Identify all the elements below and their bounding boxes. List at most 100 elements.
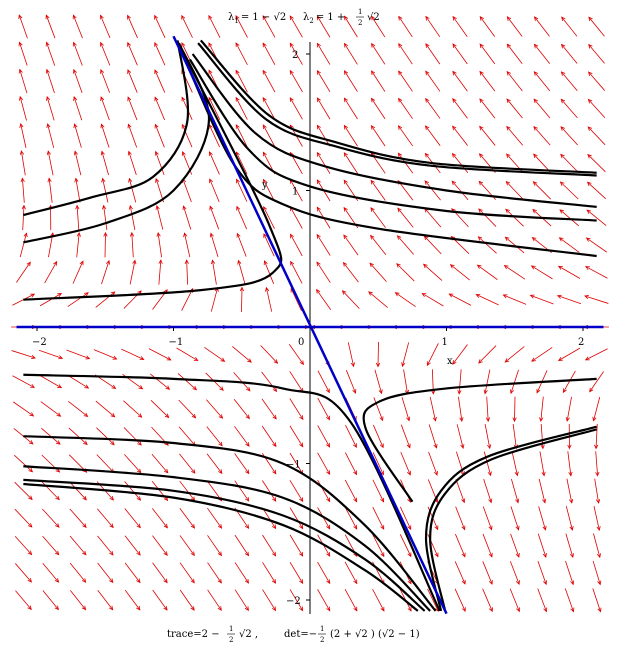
field-arrow bbox=[262, 534, 277, 557]
field-arrow bbox=[183, 232, 191, 258]
field-arrow bbox=[288, 344, 304, 366]
field-arrow bbox=[42, 535, 60, 556]
field-arrow bbox=[372, 424, 384, 449]
field-arrow bbox=[477, 236, 497, 254]
field-arrow bbox=[12, 375, 35, 388]
field-arrow bbox=[289, 97, 303, 120]
field-arrow bbox=[129, 231, 135, 258]
field-arrow bbox=[506, 125, 523, 146]
field-arrow bbox=[69, 481, 87, 501]
field-arrow bbox=[400, 424, 411, 449]
field-arrow bbox=[454, 588, 466, 613]
trajectory bbox=[23, 435, 437, 612]
field-arrow bbox=[97, 508, 114, 529]
field-arrow bbox=[595, 451, 600, 477]
field-arrow bbox=[373, 397, 384, 422]
field-arrow bbox=[584, 295, 609, 304]
field-arrow bbox=[181, 123, 193, 148]
field-arrow bbox=[484, 424, 492, 450]
field-arrow bbox=[206, 453, 223, 475]
field-arrow bbox=[151, 453, 169, 474]
field-arrow bbox=[537, 533, 547, 558]
field-arrow bbox=[369, 262, 387, 282]
field-arrow bbox=[344, 507, 358, 530]
x-tick-label: 0 bbox=[298, 337, 304, 348]
field-arrow bbox=[452, 43, 468, 65]
field-arrow bbox=[560, 126, 578, 146]
field-arrow bbox=[74, 177, 81, 203]
field-arrow bbox=[505, 180, 524, 200]
field-arrow bbox=[127, 14, 138, 39]
field-arrow bbox=[289, 534, 304, 557]
field-arrow bbox=[289, 589, 304, 612]
field-arrow bbox=[151, 508, 168, 529]
field-arrow bbox=[533, 71, 551, 92]
y-tick-label: −2 bbox=[286, 596, 301, 607]
field-arrow bbox=[262, 480, 277, 502]
field-arrow bbox=[124, 535, 141, 556]
field-arrow bbox=[100, 150, 109, 176]
trajectory bbox=[23, 46, 283, 301]
field-arrow bbox=[263, 205, 275, 229]
trajectory bbox=[197, 42, 597, 177]
svg-text:1: 1 bbox=[320, 625, 324, 633]
field-arrow bbox=[234, 562, 249, 584]
trajectory bbox=[191, 53, 597, 208]
field-arrow bbox=[100, 68, 111, 93]
field-arrow bbox=[154, 123, 165, 148]
field-arrow bbox=[451, 180, 469, 201]
trajectory bbox=[362, 377, 597, 503]
field-arrow bbox=[178, 399, 197, 419]
field-arrow bbox=[262, 42, 276, 65]
field-arrow bbox=[42, 563, 60, 583]
field-arrow bbox=[503, 265, 526, 280]
field-arrow bbox=[421, 292, 444, 307]
field-arrow bbox=[396, 263, 415, 282]
field-arrow bbox=[374, 369, 383, 395]
field-arrow bbox=[557, 265, 581, 279]
field-arrow bbox=[154, 41, 166, 66]
field-arrow bbox=[154, 96, 165, 121]
field-arrow bbox=[587, 153, 606, 173]
field-arrow bbox=[344, 452, 357, 476]
field-arrow bbox=[234, 453, 250, 475]
field-arrow bbox=[179, 507, 196, 529]
field-arrow bbox=[566, 478, 574, 504]
trajectory bbox=[188, 58, 597, 222]
field-arrow bbox=[398, 43, 413, 65]
field-arrow bbox=[66, 349, 91, 360]
field-arrow bbox=[558, 237, 580, 253]
field-arrow bbox=[289, 42, 303, 65]
field-arrow bbox=[236, 232, 247, 257]
field-arrow bbox=[394, 292, 416, 308]
chart-caption: trace=2 − 1 2 √2 , det=− 1 2 (2 + √2 ) (… bbox=[167, 625, 420, 644]
field-arrow bbox=[426, 343, 439, 367]
field-arrow bbox=[69, 508, 87, 529]
field-arrow bbox=[181, 14, 193, 38]
svg-text:√2 ,: √2 , bbox=[239, 629, 258, 640]
field-arrow bbox=[75, 204, 80, 231]
field-arrow bbox=[400, 452, 411, 476]
field-arrow bbox=[289, 371, 304, 393]
field-arrow bbox=[345, 425, 357, 449]
field-arrow bbox=[290, 287, 302, 312]
field-arrow bbox=[72, 14, 83, 39]
field-arrow bbox=[371, 70, 386, 92]
field-arrow bbox=[565, 506, 574, 531]
field-arrow bbox=[586, 181, 606, 200]
field-arrow bbox=[456, 424, 465, 450]
trajectory bbox=[23, 373, 441, 612]
field-arrow bbox=[372, 534, 385, 558]
field-arrow bbox=[428, 424, 438, 449]
field-arrow bbox=[401, 397, 411, 422]
field-arrow bbox=[234, 426, 250, 447]
field-arrow bbox=[76, 231, 81, 258]
field-arrow bbox=[557, 347, 581, 361]
field-arrow bbox=[154, 14, 166, 39]
field-arrow bbox=[262, 15, 276, 38]
field-arrow bbox=[289, 507, 304, 530]
field-arrow bbox=[39, 293, 63, 307]
trajectory bbox=[23, 482, 419, 612]
field-arrow bbox=[235, 96, 248, 120]
field-arrow bbox=[429, 396, 437, 422]
